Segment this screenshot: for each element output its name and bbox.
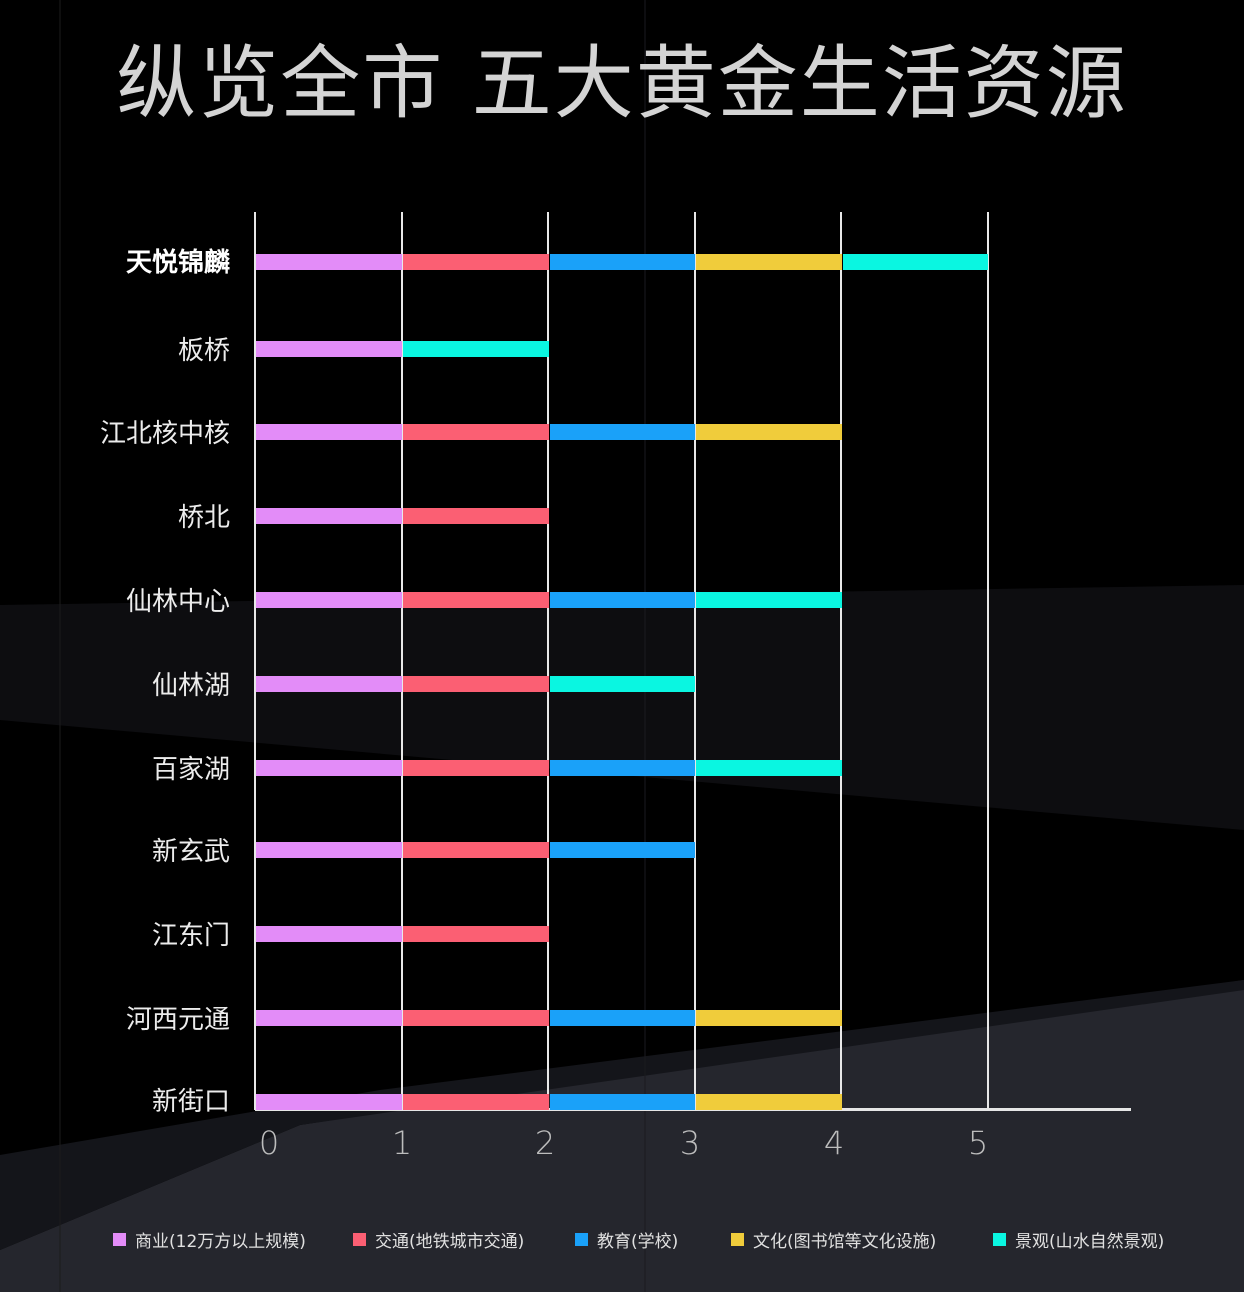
x-tick-1: 1 — [391, 1124, 413, 1162]
bar-segment — [256, 424, 403, 440]
x-tick-4: 4 — [823, 1124, 845, 1162]
legend-swatch-landscape — [993, 1232, 1006, 1246]
bar-segment — [549, 1010, 696, 1026]
bar-segment — [403, 760, 549, 776]
legend-swatch-culture — [731, 1232, 744, 1246]
legend-label: 教育(学校) — [597, 1231, 679, 1252]
bar-segment — [696, 254, 842, 270]
row-label-xianlin-center: 仙林中心 — [125, 587, 230, 617]
bar-segment — [549, 424, 696, 440]
bar-segment — [549, 760, 696, 776]
bar-segment — [549, 842, 696, 858]
bar-segment — [549, 1094, 696, 1110]
bar-segment — [256, 1010, 403, 1026]
legend-item-education: 教育(学校) — [575, 1224, 678, 1254]
bar-segment — [256, 926, 403, 942]
bar-segment — [256, 592, 403, 608]
legend-label: 商业(12万方以上规模) — [135, 1231, 306, 1252]
bar-segment — [842, 254, 988, 270]
bar-segment — [256, 508, 403, 524]
bar-segment — [549, 676, 696, 692]
row-label-banqiao: 板桥 — [177, 336, 230, 366]
x-tick-2: 2 — [534, 1124, 556, 1162]
bar-segment — [256, 1094, 403, 1110]
row-label-hexi: 河西元通 — [125, 1005, 230, 1035]
page-title: 纵览全市 五大黄金生活资源 — [116, 37, 1128, 130]
bar-segment — [696, 592, 842, 608]
legend-swatch-education — [575, 1232, 588, 1246]
bar-segment — [256, 341, 403, 357]
x-tick-3: 3 — [679, 1124, 701, 1162]
y-axis-line — [254, 212, 256, 1110]
bar-segment — [256, 842, 403, 858]
legend: 商业(12万方以上规模) 交通(地铁城市交通) 教育(学校) 文化(图书馆等文化… — [0, 1224, 1244, 1254]
gridline-2 — [547, 212, 549, 1110]
bar-segment — [256, 254, 403, 270]
bar-segment — [696, 424, 842, 440]
legend-swatch-commerce — [113, 1232, 126, 1246]
legend-item-commerce: 商业(12万方以上规模) — [113, 1224, 306, 1254]
bar-segment — [403, 926, 549, 942]
bar-segment — [403, 1010, 549, 1026]
row-label-jiangdongmen: 江东门 — [151, 921, 230, 951]
bar-segment — [256, 676, 403, 692]
row-label-xinxuanwu: 新玄武 — [151, 837, 230, 867]
x-tick-5: 5 — [967, 1124, 989, 1162]
row-label-baijiahu: 百家湖 — [151, 755, 230, 785]
row-label-xianlin-lake: 仙林湖 — [151, 671, 230, 701]
bar-segment — [403, 676, 549, 692]
bar-segment — [403, 1094, 549, 1110]
bar-segment — [403, 424, 549, 440]
bar-segment — [696, 760, 842, 776]
legend-label: 景观(山水自然景观) — [1015, 1231, 1165, 1252]
bar-segment — [403, 341, 549, 357]
bar-segment — [403, 592, 549, 608]
gridline-4 — [840, 212, 842, 1110]
legend-item-culture: 文化(图书馆等文化设施) — [731, 1224, 936, 1254]
legend-item-landscape: 景观(山水自然景观) — [993, 1224, 1164, 1254]
bar-segment — [256, 760, 403, 776]
row-label-jiangbei: 江北核中核 — [99, 419, 230, 449]
legend-swatch-transport — [353, 1232, 366, 1246]
x-tick-0: 0 — [258, 1124, 280, 1162]
bar-segment — [549, 254, 696, 270]
row-label-xinjiekou: 新街口 — [151, 1087, 230, 1117]
row-label-tianyuejinlin: 天悦锦麟 — [125, 248, 230, 278]
bar-segment — [549, 592, 696, 608]
gridline-1 — [401, 212, 403, 1110]
bar-segment — [403, 842, 549, 858]
bar-segment — [403, 254, 549, 270]
bar-segment — [696, 1094, 842, 1110]
legend-item-transport: 交通(地铁城市交通) — [353, 1224, 524, 1254]
bar-segment — [403, 508, 549, 524]
row-label-qiaobei: 桥北 — [177, 503, 230, 533]
gridline-3 — [694, 212, 696, 1110]
gridline-5 — [987, 212, 989, 1110]
bar-segment — [696, 1010, 842, 1026]
legend-label: 交通(地铁城市交通) — [375, 1231, 525, 1252]
legend-label: 文化(图书馆等文化设施) — [753, 1231, 937, 1252]
